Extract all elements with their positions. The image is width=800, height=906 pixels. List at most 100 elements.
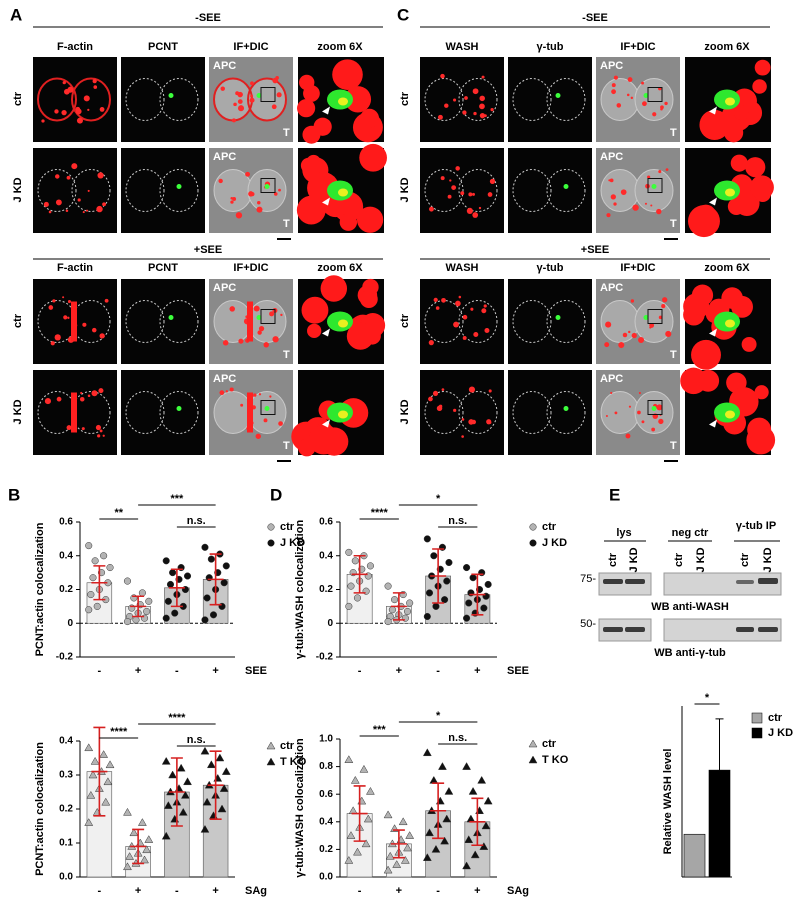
image-bg xyxy=(420,279,504,364)
legend-marker xyxy=(528,739,538,748)
micrograph xyxy=(296,143,387,233)
red-signal xyxy=(83,95,90,102)
data-point xyxy=(388,606,396,614)
red-signal xyxy=(257,201,261,205)
data-point xyxy=(84,818,94,826)
red-signal xyxy=(625,433,631,439)
column-header: γ-tub xyxy=(537,262,564,274)
red-signal xyxy=(637,410,641,415)
significance: * xyxy=(436,493,441,505)
data-point xyxy=(353,847,362,856)
section-title: +SEE xyxy=(194,244,222,256)
red-signal xyxy=(82,211,85,214)
red-signal xyxy=(62,296,65,299)
band xyxy=(758,578,778,584)
data-point xyxy=(400,855,410,864)
data-point xyxy=(468,786,478,795)
red-signal xyxy=(479,112,486,119)
red-signal xyxy=(269,395,272,398)
data-point xyxy=(161,831,171,840)
data-point xyxy=(345,548,353,556)
red-signal xyxy=(220,86,225,91)
red-signal xyxy=(455,166,460,171)
green-signal xyxy=(555,93,561,98)
red-signal xyxy=(730,154,748,172)
red-signal xyxy=(464,96,468,100)
green-signal xyxy=(563,184,569,189)
column-header: F-actin xyxy=(57,262,93,274)
cell-outline xyxy=(125,391,165,434)
data-point xyxy=(140,855,149,864)
column-header: zoom 6X xyxy=(317,41,363,53)
x-tick-label: - xyxy=(98,885,102,897)
legend-label: ctr xyxy=(280,740,295,752)
column-header: WASH xyxy=(446,262,479,274)
red-signal xyxy=(606,213,611,218)
red-signal xyxy=(85,209,89,212)
micrograph xyxy=(291,370,384,457)
arrowhead xyxy=(322,197,330,206)
data-point xyxy=(462,861,472,870)
red-signal xyxy=(437,114,443,120)
column-header: F-actin xyxy=(57,41,93,53)
overlap xyxy=(725,188,735,197)
red-signal xyxy=(79,396,85,402)
zoom-box xyxy=(260,87,276,102)
data-point xyxy=(445,558,453,567)
cell-outline xyxy=(71,391,111,434)
data-point xyxy=(350,775,360,784)
red-signal xyxy=(665,168,669,172)
red-signal xyxy=(48,305,54,310)
row-label: J KD xyxy=(12,399,24,424)
error-bar xyxy=(351,785,368,842)
red-signal xyxy=(458,295,462,299)
error-bar xyxy=(390,592,407,621)
red-signal xyxy=(55,199,62,206)
y-tick-label: 0.0 xyxy=(319,872,333,883)
image-label: T xyxy=(670,440,677,452)
significance: * xyxy=(705,692,710,704)
red-signal xyxy=(440,73,445,79)
red-signal xyxy=(483,114,487,118)
arrowhead xyxy=(709,419,717,428)
data-point xyxy=(477,775,487,784)
significance: n.s. xyxy=(448,515,467,527)
red-signal xyxy=(651,427,656,432)
image-bg xyxy=(508,148,592,233)
red-signal xyxy=(240,403,244,407)
legend-marker xyxy=(528,755,538,764)
red-signal xyxy=(481,75,485,79)
red-signal xyxy=(727,198,745,215)
image-label: APC xyxy=(213,282,236,294)
data-point xyxy=(145,597,153,605)
red-signal xyxy=(658,170,662,174)
row-label: J KD xyxy=(399,399,411,424)
red-signal xyxy=(359,143,387,172)
micrograph xyxy=(33,370,117,455)
green-signal xyxy=(176,184,182,189)
data-point xyxy=(91,557,99,565)
red-signal xyxy=(462,314,468,320)
red-signal xyxy=(76,117,83,124)
red-signal xyxy=(339,213,358,231)
red-signal xyxy=(250,81,254,86)
data-point xyxy=(359,764,369,773)
red-signal xyxy=(245,171,251,177)
red-signal xyxy=(642,101,647,107)
red-signal xyxy=(447,194,452,199)
data-point xyxy=(101,797,111,806)
data-point xyxy=(89,574,97,582)
data-point xyxy=(168,770,178,779)
red-signal xyxy=(82,322,87,327)
significance: *** xyxy=(373,724,387,736)
red-signal xyxy=(102,434,105,437)
lane-label: J KD xyxy=(695,547,707,572)
y-tick-label: -0.2 xyxy=(316,652,334,663)
data-point xyxy=(466,814,476,823)
green-signal xyxy=(264,406,270,411)
red-signal xyxy=(754,59,771,76)
x-axis-title: SAg xyxy=(507,885,529,897)
micrograph xyxy=(121,57,205,142)
data-point xyxy=(137,818,147,826)
red-signal xyxy=(610,194,616,200)
